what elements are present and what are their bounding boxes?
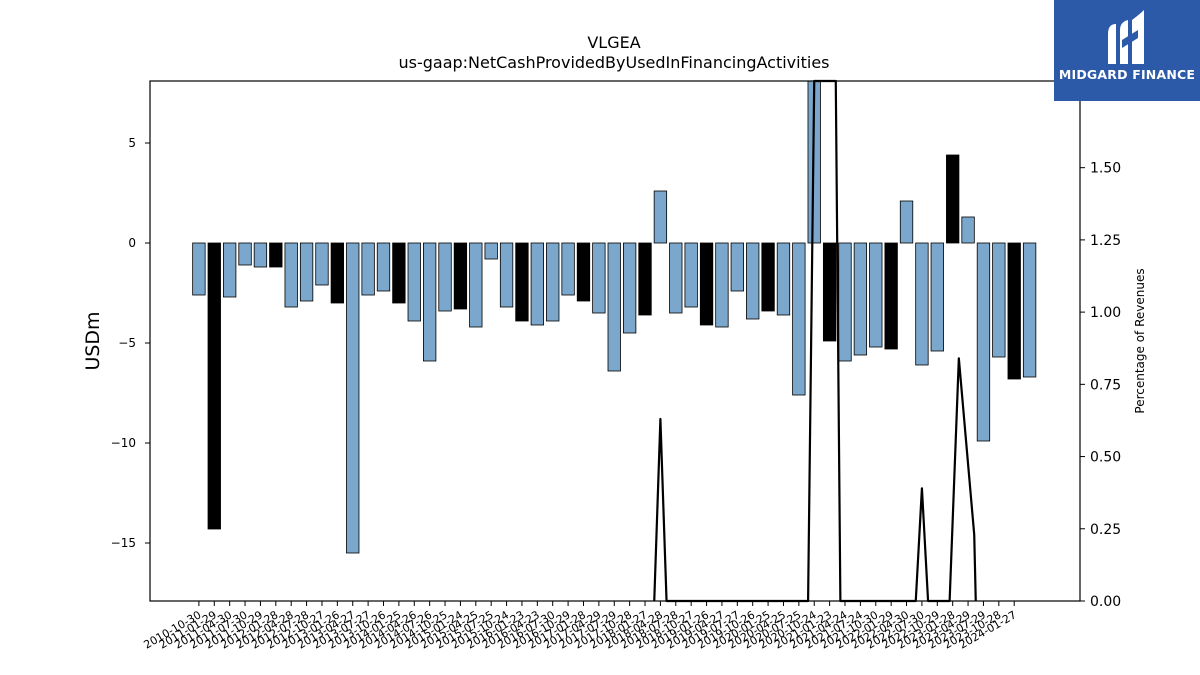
y2-tick-label: 0.00 xyxy=(1090,594,1121,610)
bar xyxy=(684,242,698,308)
bar xyxy=(622,242,637,334)
bar xyxy=(530,242,544,326)
bar xyxy=(469,242,483,328)
y2-tick-label: 1.50 xyxy=(1090,161,1121,177)
y-tick-label: −5 xyxy=(118,336,136,350)
bar xyxy=(284,242,298,308)
bar xyxy=(223,242,237,298)
bar xyxy=(546,242,560,322)
bar xyxy=(961,216,975,244)
bar xyxy=(561,242,575,296)
bar xyxy=(484,242,498,260)
chart-title: VLGEA xyxy=(587,33,640,52)
bar xyxy=(915,242,929,366)
y-tick-label: 0 xyxy=(128,236,136,250)
bar-group xyxy=(192,80,1037,554)
y-tick-label: 5 xyxy=(128,136,136,150)
y-axis-right: 0.000.250.500.751.001.251.501.75 xyxy=(1080,88,1121,610)
y2-tick-label: 1.25 xyxy=(1090,233,1121,249)
midgard-m-icon xyxy=(1108,10,1144,64)
bar xyxy=(330,242,345,304)
y2-tick-label: 1.00 xyxy=(1090,305,1121,321)
brand-logo: MIDGARD FINANCE xyxy=(1054,0,1200,101)
bar xyxy=(453,242,468,310)
bar xyxy=(269,242,283,268)
bar xyxy=(607,242,621,372)
bar xyxy=(884,242,898,350)
y2-axis-label: Percentage of Revenues xyxy=(1133,268,1147,413)
brand-name: MIDGARD FINANCE xyxy=(1058,67,1196,82)
y2-tick-label: 0.50 xyxy=(1090,450,1121,466)
bar xyxy=(792,242,806,396)
bar xyxy=(776,242,791,316)
bar xyxy=(392,242,406,304)
bar xyxy=(192,242,206,296)
bar xyxy=(669,242,683,314)
bar xyxy=(730,242,744,292)
bar xyxy=(715,242,729,328)
x-axis: 2010-10-302011-01-292011-04-302011-07-30… xyxy=(142,601,1019,652)
bar xyxy=(992,242,1006,358)
chart-subtitle: us-gaap:NetCashProvidedByUsedInFinancing… xyxy=(398,53,829,72)
bar xyxy=(869,242,883,348)
bar xyxy=(930,242,944,352)
y2-tick-label: 0.25 xyxy=(1090,522,1121,538)
bar xyxy=(576,242,591,302)
y-tick-label: −10 xyxy=(111,436,136,450)
bar xyxy=(407,242,421,322)
bar xyxy=(515,242,529,322)
bar xyxy=(299,242,314,302)
bar xyxy=(253,242,268,268)
bar xyxy=(699,242,714,326)
bar xyxy=(438,242,452,312)
bar xyxy=(1022,242,1037,378)
bar xyxy=(207,242,221,530)
bar xyxy=(761,242,775,312)
y-axis-left: 5 0 −5 −10 −15 xyxy=(111,136,150,550)
bar xyxy=(499,242,514,308)
bar xyxy=(638,242,652,316)
bar xyxy=(746,242,760,320)
bar xyxy=(1007,242,1021,380)
bar xyxy=(315,242,329,286)
bar xyxy=(899,200,914,244)
bar xyxy=(238,242,252,266)
bar xyxy=(422,242,437,362)
bar xyxy=(853,242,868,356)
bar xyxy=(653,190,668,244)
plot-frame xyxy=(149,80,1081,602)
bar xyxy=(838,242,852,362)
bar xyxy=(822,242,837,342)
y-axis-label: USDm xyxy=(82,311,104,370)
bar xyxy=(361,242,375,296)
bar xyxy=(946,154,960,244)
bar xyxy=(976,242,991,442)
bar xyxy=(346,242,360,554)
bar xyxy=(592,242,606,314)
y-tick-label: −15 xyxy=(111,536,136,550)
bar xyxy=(376,242,391,292)
y2-tick-label: 0.75 xyxy=(1090,377,1121,393)
